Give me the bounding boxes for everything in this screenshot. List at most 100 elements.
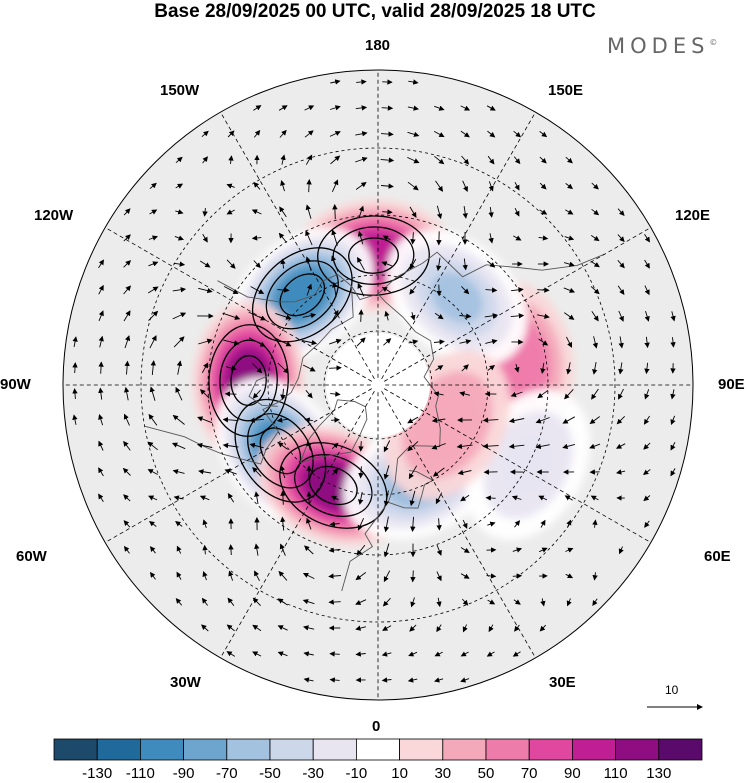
wind-arrow	[537, 313, 550, 319]
wind-arrow	[432, 467, 445, 477]
wind-arrow	[482, 417, 499, 423]
wind-arrow	[358, 491, 364, 505]
wind-arrow	[407, 441, 419, 452]
wind-arrow	[487, 155, 495, 165]
coast-scandinavia-baltic	[388, 470, 434, 509]
wind-arrow	[304, 417, 313, 423]
lon-label-150e: 150E	[548, 82, 584, 99]
wind-arrow	[565, 156, 573, 164]
wind-arrow	[562, 416, 576, 424]
wind-arrow	[123, 310, 131, 322]
wind-arrow	[226, 209, 235, 215]
wind-arrow	[330, 155, 341, 165]
wind-arrow	[410, 312, 416, 321]
wind-arrow	[224, 468, 237, 475]
wind-arrow	[381, 105, 394, 111]
lon-label-150w: 150W	[160, 82, 200, 99]
wind-arrow	[171, 442, 186, 450]
wind-arrow	[199, 495, 210, 501]
wind-arrow	[461, 286, 470, 295]
wind-arrow	[407, 181, 419, 191]
wind-arrow	[331, 417, 340, 423]
wind-arrow	[249, 417, 264, 423]
wind-arrow	[617, 285, 625, 296]
wind-arrow	[149, 386, 156, 401]
wind-arrow	[514, 181, 520, 191]
wind-arrow	[147, 441, 158, 451]
wind-arrow	[457, 469, 472, 476]
latitude-circle	[267, 274, 489, 496]
wind-arrow	[383, 440, 391, 453]
wind-arrow	[380, 157, 395, 163]
colorbar-swatch	[312, 738, 357, 761]
colorbar-swatch	[226, 738, 271, 761]
wind-arrow	[461, 598, 469, 606]
wind-arrow	[485, 287, 498, 293]
wind-arrow	[98, 440, 104, 451]
wind-arrow	[278, 105, 288, 111]
wind-arrow	[436, 624, 442, 633]
wind-arrow	[202, 544, 208, 555]
wind-arrow	[278, 570, 288, 581]
wind-arrow	[460, 573, 470, 579]
wind-arrow	[462, 258, 468, 271]
wind-arrow	[331, 229, 338, 246]
wind-arrow	[409, 285, 417, 295]
wind-arrow	[176, 545, 182, 554]
wind-arrow	[280, 258, 286, 269]
wind-arrow	[644, 336, 650, 349]
wind-arrow	[380, 183, 394, 189]
wind-arrow	[357, 518, 365, 531]
wind-arrow	[616, 415, 626, 425]
wind-arrow	[408, 651, 418, 657]
wind-arrow	[355, 156, 368, 163]
colorbar-tick-label: 70	[520, 765, 538, 782]
wind-arrow	[225, 365, 237, 371]
wind-arrow	[488, 181, 494, 192]
wind-arrow	[248, 337, 266, 347]
wind-arrow	[332, 204, 338, 220]
wind-arrow	[514, 624, 520, 632]
wind-arrow	[148, 495, 158, 501]
wind-arrow	[304, 105, 315, 111]
wind-arrow	[565, 547, 574, 553]
wind-arrow	[562, 443, 576, 450]
wind-arrow	[147, 469, 158, 475]
wind-arrow	[407, 131, 420, 137]
wind-arrow	[618, 388, 624, 400]
wind-arrow	[488, 624, 494, 633]
wind-arrow	[485, 495, 496, 501]
wind-arrow	[329, 651, 340, 657]
wind-arrow	[462, 180, 468, 193]
wind-arrow	[123, 413, 130, 426]
wind-arrow	[201, 624, 209, 632]
coast-europe	[341, 405, 441, 592]
wind-arrow	[123, 494, 131, 502]
wind-arrow	[223, 339, 240, 346]
wind-arrow	[305, 390, 313, 399]
wind-arrow	[539, 547, 548, 553]
wind-arrow	[590, 286, 600, 295]
wind-arrow	[277, 287, 290, 293]
wind-arrow	[305, 154, 313, 165]
wind-arrow	[202, 519, 208, 529]
colorbar-tick-label: -110	[125, 765, 155, 782]
wind-arrow	[149, 209, 158, 215]
wind-arrow	[305, 204, 312, 219]
graticule	[63, 70, 693, 700]
wind-arrow	[253, 260, 261, 269]
wind-arrow	[222, 442, 239, 449]
meridian-line	[384, 212, 677, 382]
wind-arrow	[565, 336, 573, 348]
wind-arrow	[355, 105, 368, 111]
wind-arrow	[511, 495, 522, 501]
wind-arrow	[280, 490, 286, 505]
wind-arrow	[222, 312, 241, 320]
wind-arrow	[173, 495, 184, 501]
wind-arrow	[252, 624, 262, 632]
wind-arrow	[226, 259, 236, 269]
wind-arrow	[435, 180, 444, 192]
brand-name: MODES	[607, 34, 710, 58]
wind-arrow	[591, 311, 599, 322]
wind-arrow	[591, 388, 599, 400]
